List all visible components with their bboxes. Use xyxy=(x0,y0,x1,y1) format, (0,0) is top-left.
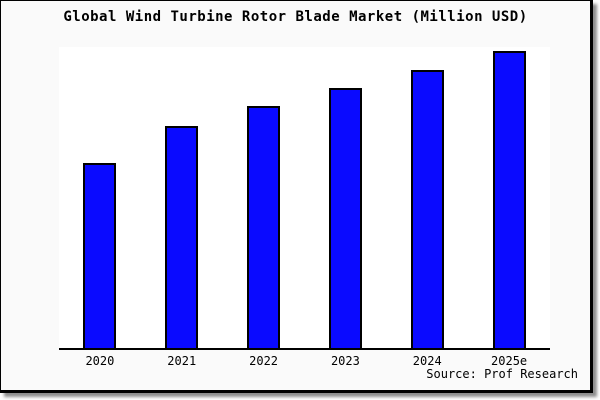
source-credit: Source: Prof Research xyxy=(426,367,578,381)
x-tick-label-2021: 2021 xyxy=(167,354,197,368)
bar-2020 xyxy=(83,162,117,348)
bar-2021 xyxy=(165,125,199,348)
bar-2025e xyxy=(492,51,526,348)
bar-2024 xyxy=(410,70,444,348)
chart-title: Global Wind Turbine Rotor Blade Market (… xyxy=(63,9,528,25)
x-axis: 2020 2021 2022 2023 2024 2025e xyxy=(59,354,550,370)
x-tick-label-2025e: 2025e xyxy=(491,354,528,368)
bar-2022 xyxy=(247,106,281,348)
x-tick-label-2023: 2023 xyxy=(330,354,360,368)
x-tick-label-2020: 2020 xyxy=(85,354,115,368)
x-tick-label-2024: 2024 xyxy=(412,354,442,368)
chart-frame: Global Wind Turbine Rotor Blade Market (… xyxy=(0,0,593,393)
x-tick-label-2022: 2022 xyxy=(249,354,279,368)
bar-2023 xyxy=(328,87,362,348)
plot-area xyxy=(59,47,550,350)
